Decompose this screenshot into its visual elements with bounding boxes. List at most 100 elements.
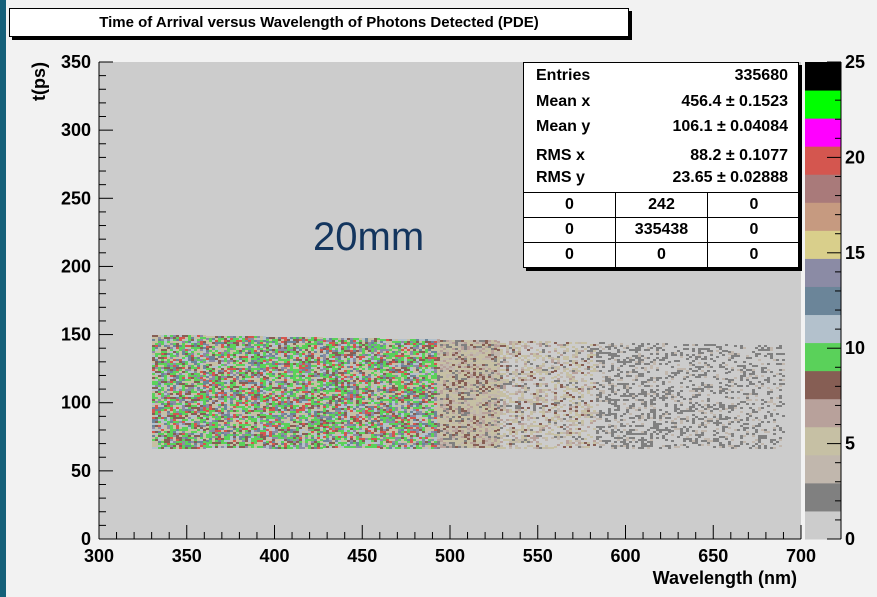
heatmap-cell [194, 381, 197, 383]
heatmap-cell [326, 442, 329, 444]
heatmap-cell [410, 347, 413, 349]
heatmap-cell [182, 407, 185, 409]
heatmap-cell [269, 351, 272, 353]
heatmap-cell [356, 344, 359, 346]
heatmap-cell [215, 392, 218, 394]
heatmap-cell [341, 390, 344, 392]
heatmap-cell [221, 372, 224, 374]
heatmap-cell [224, 374, 227, 376]
heatmap-cell [158, 379, 161, 381]
heatmap-cell [404, 441, 407, 443]
heatmap-cell [323, 368, 326, 370]
heatmap-cell [263, 418, 266, 420]
heatmap-cell [380, 443, 383, 445]
heatmap-cell [416, 387, 419, 389]
heatmap-cell [368, 354, 371, 356]
heatmap-cell [227, 382, 230, 384]
heatmap-cell [158, 407, 161, 409]
heatmap-cell [230, 374, 233, 376]
heatmap-cell [188, 349, 191, 351]
heatmap-cell [257, 380, 260, 382]
heatmap-cell [170, 407, 173, 409]
heatmap-cell [269, 439, 272, 441]
heatmap-cell [197, 359, 200, 361]
heatmap-cell [164, 367, 167, 369]
heatmap-cell [380, 373, 383, 375]
heatmap-cell [311, 377, 314, 379]
heatmap-cell [374, 418, 377, 420]
heatmap-cell [284, 345, 287, 347]
heatmap-cell [356, 374, 359, 376]
heatmap-cell [185, 377, 188, 379]
heatmap-cell [194, 361, 197, 363]
heatmap-cell [308, 441, 311, 443]
heatmap-cell [311, 359, 314, 361]
heatmap-cell [263, 430, 266, 432]
heatmap-cell [203, 349, 206, 351]
heatmap-cell [302, 433, 305, 435]
heatmap-cell [377, 424, 380, 426]
heatmap-cell [338, 394, 341, 396]
heatmap-cell [416, 381, 419, 383]
heatmap-cell [239, 400, 242, 402]
heatmap-cell [344, 366, 347, 368]
heatmap-cell [242, 436, 245, 438]
heatmap-cell [344, 412, 347, 414]
heatmap-cell [281, 355, 284, 357]
heatmap-cell [251, 422, 254, 424]
heatmap-cell [368, 440, 371, 442]
heatmap-cell [182, 343, 185, 345]
heatmap-cell [302, 357, 305, 359]
heatmap-cell [227, 344, 230, 346]
heatmap-cell [320, 385, 323, 387]
heatmap-cell [266, 423, 269, 425]
heatmap-cell [224, 426, 227, 428]
heatmap-cell [254, 362, 257, 364]
heatmap-cell [356, 364, 359, 366]
heatmap-cell [251, 340, 254, 342]
heatmap-cell [263, 360, 266, 362]
heatmap-cell [230, 390, 233, 392]
heatmap-cell [371, 360, 374, 362]
heatmap-cell [185, 375, 188, 377]
heatmap-cell [299, 413, 302, 415]
heatmap-cell [392, 413, 395, 415]
heatmap-cell [383, 369, 386, 371]
heatmap-cell [245, 336, 248, 338]
heatmap-cell [284, 353, 287, 355]
heatmap-cell [350, 388, 353, 390]
heatmap-cell [344, 406, 347, 408]
heatmap-cell [179, 389, 182, 391]
heatmap-cell [257, 444, 260, 446]
heatmap-cell [191, 433, 194, 435]
heatmap-cell [302, 445, 305, 447]
heatmap-cell [353, 440, 356, 442]
heatmap-cell [206, 382, 209, 384]
heatmap-cell [365, 418, 368, 420]
heatmap-cell [287, 405, 290, 407]
heatmap-cell [356, 410, 359, 412]
heatmap-cell [191, 355, 194, 357]
heatmap-cell [308, 407, 311, 409]
heatmap-cell [218, 356, 221, 358]
heatmap-cell [308, 447, 311, 449]
heatmap-cell [359, 406, 362, 408]
heatmap-cell [347, 442, 350, 444]
heatmap-cell [326, 408, 329, 410]
heatmap-cell [293, 373, 296, 375]
heatmap-cell [266, 419, 269, 421]
heatmap-cell [167, 375, 170, 377]
heatmap-cell [257, 400, 260, 402]
heatmap-cell [359, 372, 362, 374]
heatmap-cell [161, 357, 164, 359]
heatmap-cell [386, 373, 389, 375]
heatmap-cell [194, 365, 197, 367]
heatmap-cell [155, 395, 158, 397]
heatmap-cell [311, 383, 314, 385]
heatmap-cell [233, 438, 236, 440]
heatmap-cell [380, 349, 383, 351]
heatmap-cell [290, 395, 293, 397]
heatmap-cell [191, 375, 194, 377]
heatmap-cell [191, 335, 194, 337]
heatmap-cell [383, 421, 386, 423]
